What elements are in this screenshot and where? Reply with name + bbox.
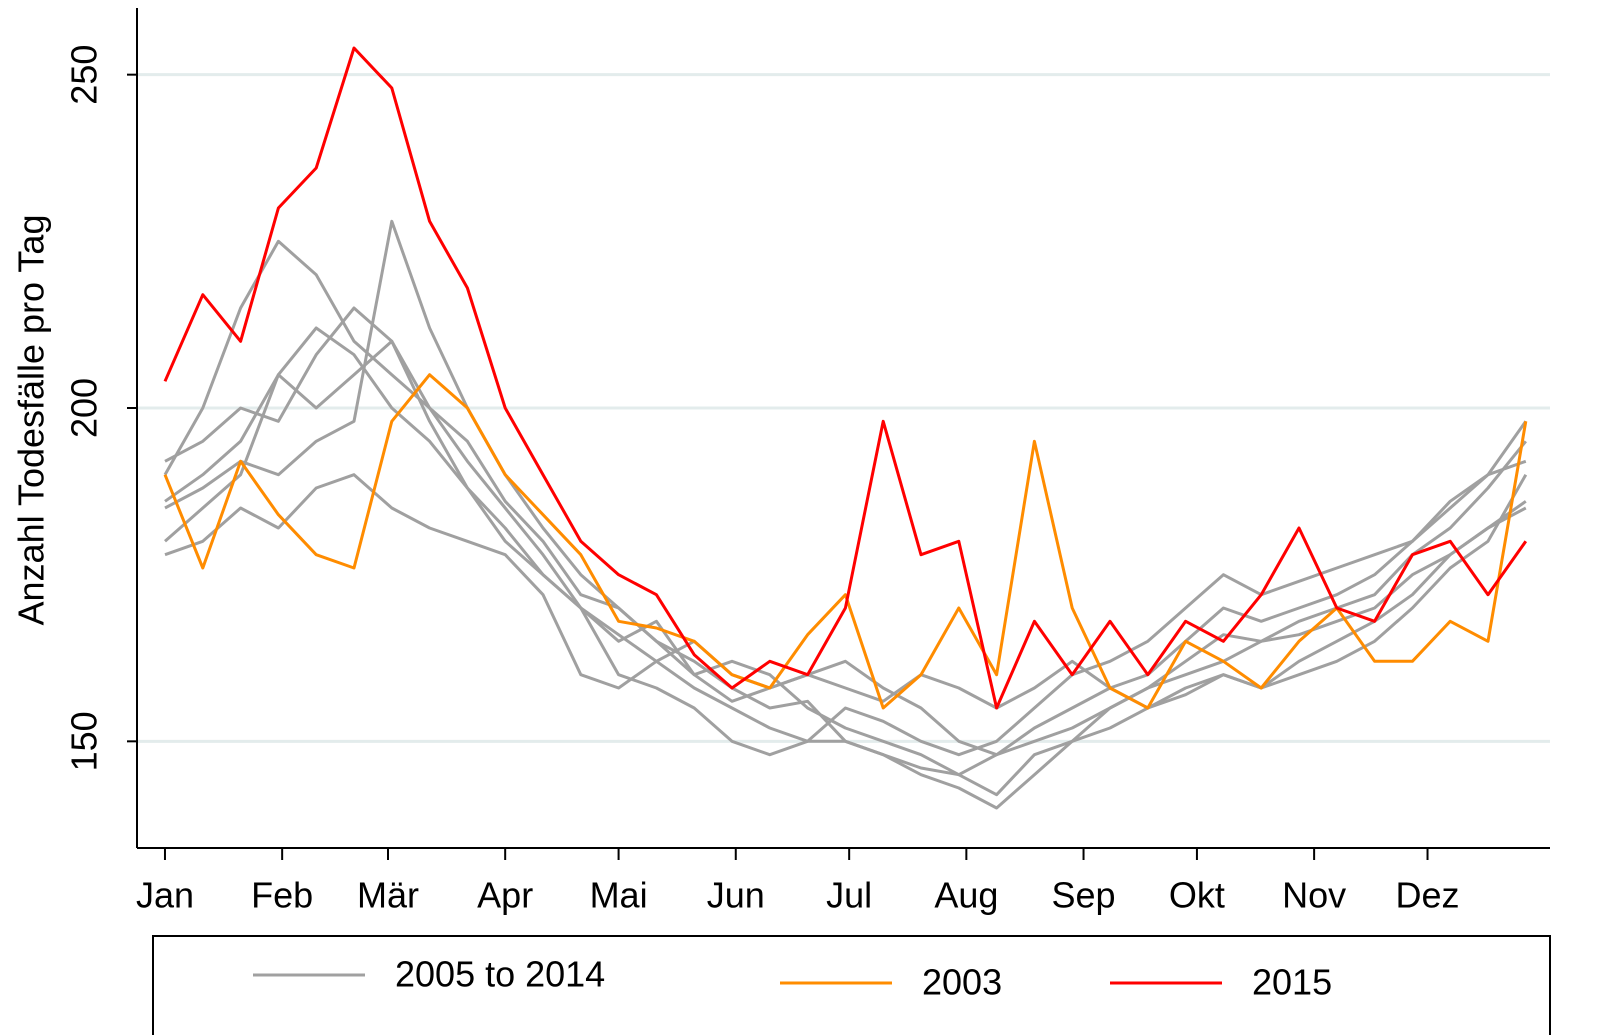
x-tick-label: Jul: [826, 875, 872, 916]
series-line: [164, 339, 1528, 810]
series-line: [164, 326, 1527, 757]
legend-label: 2003: [922, 962, 1002, 1003]
x-tick-label: Dez: [1396, 875, 1460, 916]
legend-label: 2015: [1252, 962, 1332, 1003]
series-line: [164, 219, 1527, 797]
y-tick-label: 250: [64, 45, 105, 105]
x-tick-label: Sep: [1052, 875, 1116, 916]
legend-label: 2005 to 2014: [395, 954, 605, 995]
x-tick-label: Aug: [934, 875, 998, 916]
series-line: [164, 473, 1527, 710]
series-line: [163, 373, 1528, 710]
x-tick-label: Jun: [707, 875, 765, 916]
x-tick-label: Okt: [1169, 875, 1225, 916]
legend-box: [152, 935, 1551, 1035]
x-tick-label: Mai: [590, 875, 648, 916]
y-tick-label: 150: [64, 711, 105, 771]
x-tick-label: Jan: [136, 875, 194, 916]
x-tick-label: Mär: [357, 875, 419, 916]
y-axis-label: Anzahl Todesfälle pro Tag: [11, 215, 52, 626]
series-line: [163, 46, 1528, 710]
x-tick-label: Nov: [1282, 875, 1346, 916]
x-tick-label: Apr: [477, 875, 533, 916]
y-tick-label: 200: [64, 378, 105, 438]
x-tick-label: Feb: [251, 875, 313, 916]
